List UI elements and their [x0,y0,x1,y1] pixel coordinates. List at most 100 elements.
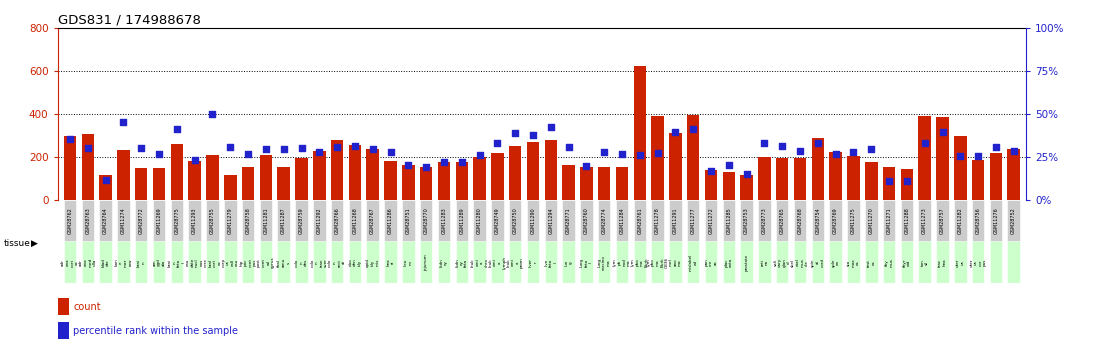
Bar [331,140,343,200]
Bar [847,156,860,200]
Bar [455,241,468,283]
Bar [954,137,966,200]
Text: liver
r: liver r [529,258,537,267]
Text: GSM28754: GSM28754 [816,207,820,234]
Text: brai
n: brai n [137,259,145,267]
Point [168,126,186,132]
Text: GSM28758: GSM28758 [246,207,250,234]
Bar [598,241,610,283]
Bar [402,241,414,283]
Bar [82,200,94,242]
Bar [58,298,69,315]
Bar [455,200,468,242]
Point [488,140,506,146]
Bar [1007,149,1020,200]
Text: GSM11278: GSM11278 [655,207,660,234]
Point [560,145,578,150]
Bar [82,134,94,200]
Text: lieu
m: lieu m [404,259,413,266]
Bar [741,241,753,283]
Bar [402,165,414,200]
Text: GSM11280: GSM11280 [477,207,482,234]
Text: GSM11271: GSM11271 [887,207,891,234]
Bar [562,200,575,242]
Bar [509,146,521,200]
Point [470,152,488,158]
Text: GSM28770: GSM28770 [424,207,428,234]
Point [737,171,755,177]
Bar [580,241,592,283]
Bar [794,158,806,200]
Bar [633,66,646,200]
Bar [847,200,860,242]
Text: GSM28759: GSM28759 [299,207,304,234]
Bar [402,200,414,242]
Bar [224,241,237,283]
Text: GSM11274: GSM11274 [121,207,126,234]
Text: GSM28772: GSM28772 [138,207,144,234]
Bar [331,241,343,283]
Bar [545,241,557,283]
Bar [64,241,76,283]
Bar [420,241,433,283]
Text: GSM11269: GSM11269 [156,207,162,234]
Text: GSM11272: GSM11272 [708,207,714,234]
Bar [509,241,521,283]
Text: ▶: ▶ [31,239,38,248]
Bar [670,241,682,283]
Bar [206,200,219,242]
Bar [313,151,325,200]
Bar [865,200,878,242]
Text: GSM11273: GSM11273 [922,207,928,234]
Bar [527,200,539,242]
Point [809,140,827,146]
Text: spin
al
cord: spin al cord [811,258,825,267]
Bar [651,200,664,242]
Bar [687,200,700,242]
Text: test
es: test es [867,259,876,267]
Bar [811,200,824,242]
Bar [829,151,842,200]
Bar [847,241,860,283]
Point [239,151,257,157]
Text: GSM11268: GSM11268 [352,207,358,234]
Text: GSM28756: GSM28756 [975,207,981,234]
Bar [954,241,966,283]
Text: lung
carcino
ma: lung carcino ma [598,255,611,270]
Bar [296,241,308,283]
Bar [260,241,272,283]
Text: colo
n
des: colo n des [294,258,308,267]
Text: leuk
emi
a
prom: leuk emi a prom [506,257,524,268]
Bar [117,150,130,200]
Bar [153,168,165,200]
Point [346,144,364,149]
Point [898,178,915,184]
Text: am
ygd
ala: am ygd ala [153,259,166,266]
Bar [972,200,984,242]
Bar [1007,200,1020,242]
Point [221,145,239,150]
Text: GSM11287: GSM11287 [281,207,287,234]
Text: duo
den
idy: duo den idy [349,259,362,266]
Bar [545,200,557,242]
Bar [153,241,165,283]
Text: thyr
oid: thyr oid [902,258,911,267]
Bar [723,241,735,283]
Bar [100,175,112,200]
Bar [972,160,984,200]
Bar [117,200,130,242]
Bar [901,169,913,200]
Bar [794,200,806,242]
Text: GSM28749: GSM28749 [495,207,500,234]
Text: percentile rank within the sample: percentile rank within the sample [73,326,238,336]
Text: uter
us
cor
pus: uter us cor pus [970,258,987,267]
Text: GSM28769: GSM28769 [834,207,838,234]
Bar [224,175,237,200]
Bar [492,200,504,242]
Bar [206,156,219,200]
Point [61,136,79,141]
Text: colo
n
tran
sver: colo n tran sver [310,258,328,267]
Text: hip
poc
cent
pus: hip poc cent pus [239,258,257,267]
Bar [954,200,966,242]
Bar [492,152,504,200]
